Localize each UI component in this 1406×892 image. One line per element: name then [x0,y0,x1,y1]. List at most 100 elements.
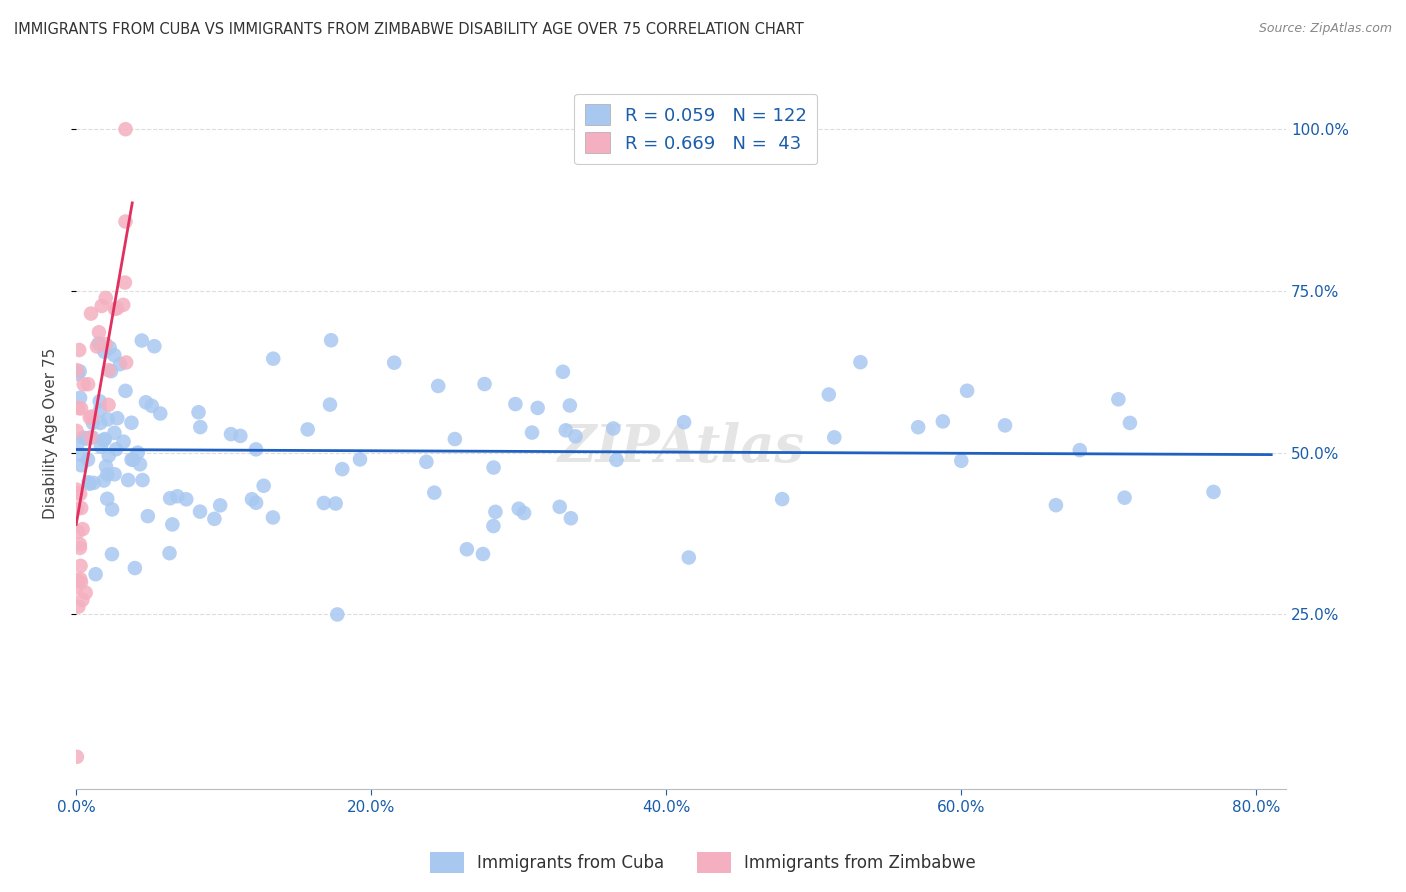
Point [97,398,120,412]
Point [122,452,145,467]
Point [129,457,152,471]
Point [105,411,128,425]
Point [70,501,93,516]
Point [245,496,267,510]
Point [66,363,89,377]
Point [162,517,184,532]
Point [560,511,582,525]
Point [482,460,505,475]
Point [82,430,104,444]
Point [69,364,91,378]
Point [66,437,89,451]
Point [79,430,101,444]
Point [117,473,139,487]
Point [89,403,111,417]
Point [114,122,136,136]
Point [187,405,209,419]
Point [72,431,94,445]
Legend: Immigrants from Cuba, Immigrants from Zimbabwe: Immigrants from Cuba, Immigrants from Zi… [423,846,983,880]
Point [73,377,96,392]
Point [526,401,548,415]
Point [297,422,319,436]
Point [66,749,89,764]
Point [77,452,100,467]
Point [67,401,90,416]
Point [80,307,103,321]
Point [80,409,103,424]
Point [66,367,89,381]
Point [70,575,93,590]
Point [114,214,136,228]
Point [471,547,494,561]
Point [112,434,135,449]
Point [325,496,347,510]
Point [65,581,87,595]
Point [159,491,181,506]
Point [96,491,118,506]
Point [72,522,94,536]
Point [79,476,101,491]
Point [97,449,120,463]
Point [94,459,117,474]
Point [94,432,117,446]
Point [319,333,342,347]
Point [104,301,127,316]
Point [245,442,267,457]
Point [75,585,97,599]
Point [97,363,120,377]
Point [382,356,405,370]
Point [69,572,91,586]
Point [66,424,89,438]
Point [505,397,527,411]
Point [89,394,111,409]
Point [94,291,117,305]
Point [415,455,437,469]
Point [131,334,153,348]
Point [124,561,146,575]
Point [97,412,120,426]
Point [605,453,627,467]
Point [817,387,839,401]
Point [174,492,197,507]
Point [69,448,91,462]
Point [253,479,276,493]
Point [66,486,89,500]
Point [90,440,112,454]
Point [209,499,232,513]
Point [349,452,371,467]
Point [100,364,122,378]
Point [108,357,131,371]
Point [89,416,111,430]
Point [69,391,91,405]
Point [508,501,530,516]
Point [114,276,136,290]
Point [956,384,979,398]
Text: Source: ZipAtlas.com: Source: ZipAtlas.com [1258,22,1392,36]
Point [202,512,225,526]
Point [121,452,143,467]
Point [994,418,1017,433]
Y-axis label: Disability Age Over 75: Disability Age Over 75 [44,348,58,519]
Point [66,501,89,516]
Point [474,377,496,392]
Point [79,410,101,425]
Point [143,339,166,353]
Point [602,421,624,435]
Point [427,379,450,393]
Point [105,301,128,316]
Point [69,537,91,551]
Point [86,339,108,353]
Point [188,420,211,434]
Point [823,430,845,444]
Point [907,420,929,434]
Point [67,599,90,614]
Point [262,351,284,366]
Point [77,377,100,392]
Point [319,398,342,412]
Point [188,505,211,519]
Point [96,467,118,482]
Point [101,547,124,561]
Legend: R = 0.059   N = 122, R = 0.669   N =  43: R = 0.059 N = 122, R = 0.669 N = 43 [574,94,817,164]
Point [93,474,115,488]
Point [229,429,252,443]
